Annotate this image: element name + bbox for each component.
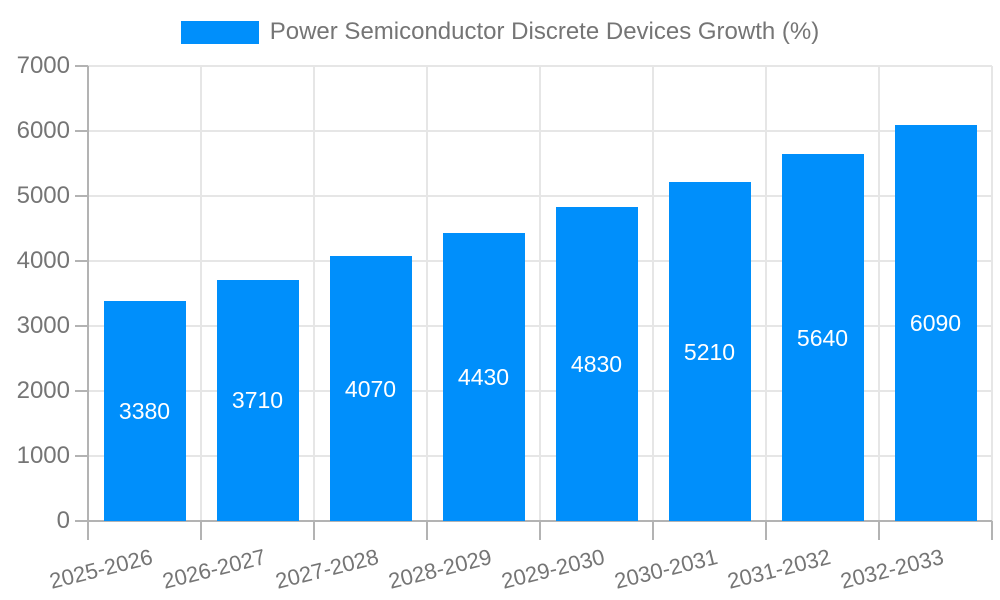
y-axis-tick — [75, 260, 88, 262]
legend-swatch — [180, 20, 259, 44]
x-axis-tick — [539, 521, 541, 540]
gridline-vertical — [426, 66, 428, 521]
gridline-vertical — [200, 66, 202, 521]
y-axis-tick — [75, 130, 88, 132]
x-axis-tick — [878, 521, 880, 540]
y-axis-tick-label: 1000 — [16, 442, 70, 469]
gridline-vertical — [652, 66, 654, 521]
x-axis-tick — [991, 521, 993, 540]
x-axis-tick — [200, 521, 202, 540]
y-axis-tick-label: 2000 — [16, 377, 70, 404]
gridline-vertical — [991, 66, 993, 521]
bar-2029-2030[interactable] — [555, 207, 638, 521]
gridline-vertical — [539, 66, 541, 521]
bar-value-label: 3710 — [231, 387, 284, 414]
x-axis-tick — [313, 521, 315, 540]
bar-2031-2032[interactable] — [781, 154, 864, 521]
y-axis-tick — [75, 520, 88, 522]
y-axis-tick-label: 3000 — [16, 312, 70, 339]
y-axis-tick-label: 6000 — [16, 117, 70, 144]
bar-2032-2033[interactable] — [894, 125, 977, 521]
y-axis-tick-label: 0 — [56, 507, 70, 534]
bar-value-label: 6090 — [909, 310, 962, 337]
y-axis-tick — [75, 195, 88, 197]
bar-2028-2029[interactable] — [442, 233, 525, 521]
y-axis-tick — [75, 455, 88, 457]
y-axis-tick — [75, 390, 88, 392]
bar-value-label: 4830 — [570, 351, 623, 378]
y-axis-line — [87, 66, 89, 523]
x-axis-tick — [652, 521, 654, 540]
bar-value-label: 4070 — [344, 375, 397, 402]
x-axis-line — [88, 520, 992, 522]
bar-value-label: 3380 — [118, 398, 171, 425]
x-axis-tick — [87, 521, 89, 540]
gridline-vertical — [765, 66, 767, 521]
y-axis-tick-label: 7000 — [16, 52, 70, 79]
x-axis-tick — [426, 521, 428, 540]
y-axis-tick-label: 4000 — [16, 247, 70, 274]
y-axis-tick-label: 5000 — [16, 182, 70, 209]
bar-2025-2026[interactable] — [103, 301, 186, 521]
y-axis-tick — [75, 65, 88, 67]
x-axis-tick — [765, 521, 767, 540]
bar-2026-2027[interactable] — [216, 279, 299, 521]
bar-value-label: 4430 — [457, 364, 510, 391]
legend-label: Power Semiconductor Discrete Devices Gro… — [269, 18, 820, 45]
gridline-vertical — [878, 66, 880, 521]
bar-value-label: 5210 — [683, 338, 736, 365]
y-axis-tick — [75, 325, 88, 327]
bar-2030-2031[interactable] — [668, 182, 751, 521]
gridline-vertical — [313, 66, 315, 521]
bar-2027-2028[interactable] — [329, 256, 412, 521]
bar-value-label: 5640 — [796, 324, 849, 351]
legend[interactable]: Power Semiconductor Discrete Devices Gro… — [0, 18, 1000, 46]
